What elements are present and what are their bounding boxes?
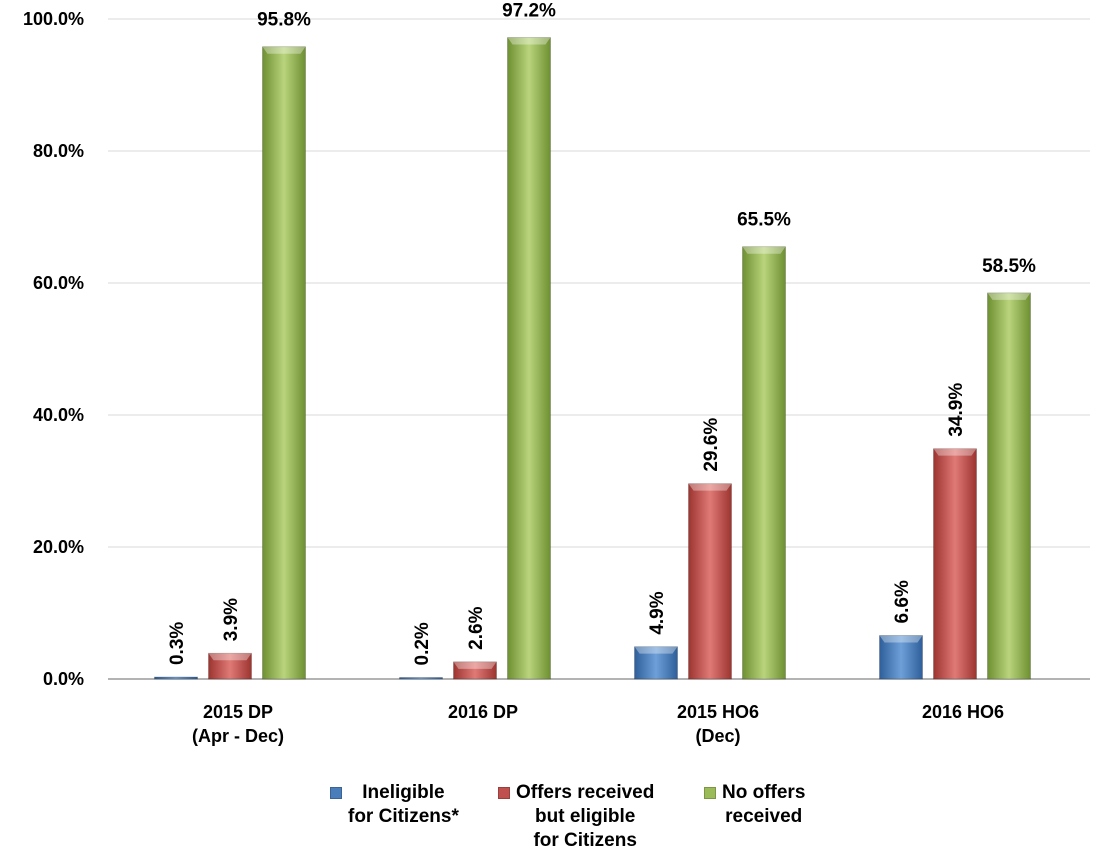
data-label: 95.8%: [257, 10, 311, 31]
bars: [154, 37, 1031, 680]
bar: [262, 46, 306, 680]
data-labels: 0.3% 0.2% 4.9% 6.6% 3.9% 2.6% 29.6% 34.9% 95.8% 9…: [167, 0, 1036, 665]
bar-bevel: [933, 448, 977, 456]
legend-item-ineligible: Ineligible for Citizens*: [330, 781, 498, 853]
bar: [507, 37, 551, 680]
legend-item-offers-received: Offers received but eligible for Citizen…: [498, 781, 704, 853]
bar-bevel: [879, 635, 923, 643]
data-label: 97.2%: [502, 0, 556, 21]
data-label: 6.6%: [892, 580, 913, 623]
data-label: 3.9%: [221, 598, 242, 641]
bar-bevel: [987, 292, 1031, 300]
x-tick-label: 2015 HO6 (Dec): [677, 702, 759, 746]
legend-label: No offers received: [722, 782, 806, 827]
bar-bevel: [262, 46, 306, 54]
legend: Ineligible for Citizens* Offers received…: [330, 781, 844, 853]
bar: [399, 677, 443, 680]
legend-swatch-red: [498, 787, 510, 799]
data-label: 4.9%: [647, 591, 668, 634]
bar: [453, 661, 497, 680]
data-label: 2.6%: [466, 606, 487, 649]
bar: [742, 246, 786, 680]
data-label: 0.3%: [167, 622, 188, 665]
x-tick-label: 2016 HO6: [922, 702, 1004, 722]
bar-bevel: [507, 37, 551, 45]
data-label: 0.2%: [412, 622, 433, 665]
y-tick-label: 20.0%: [33, 537, 84, 557]
bar: [208, 652, 252, 680]
x-tick-label: 2015 DP (Apr - Dec): [192, 702, 284, 746]
y-tick-label: 100.0%: [23, 9, 84, 29]
data-label: 65.5%: [737, 210, 791, 231]
y-tick-label: 60.0%: [33, 273, 84, 293]
bar-bevel: [453, 661, 497, 669]
legend-label: Ineligible for Citizens*: [348, 782, 459, 827]
bar: [154, 676, 198, 680]
legend-item-no-offers: No offers received: [704, 781, 844, 853]
bar-bevel: [634, 646, 678, 654]
data-label: 29.6%: [701, 418, 722, 472]
legend-swatch-green: [704, 787, 716, 799]
bar-bevel: [688, 483, 732, 491]
y-tick-label: 0.0%: [43, 669, 84, 689]
legend-swatch-blue: [330, 787, 342, 799]
bar: [933, 448, 977, 680]
data-label: 34.9%: [946, 383, 967, 437]
bar: [987, 292, 1031, 680]
bar-bevel: [742, 246, 786, 254]
x-tick-label: 2016 DP: [448, 702, 518, 722]
axes: 0.0% 20.0% 40.0% 60.0% 80.0% 100.0% 2015 DP (Ap…: [23, 9, 1004, 746]
y-tick-label: 80.0%: [33, 141, 84, 161]
bar: [688, 483, 732, 680]
data-label: 58.5%: [982, 256, 1036, 277]
bar-bevel: [208, 653, 252, 661]
legend-label: Offers received but eligible for Citizen…: [516, 782, 655, 851]
bar: [879, 635, 923, 680]
bar: [634, 646, 678, 680]
y-tick-label: 40.0%: [33, 405, 84, 425]
